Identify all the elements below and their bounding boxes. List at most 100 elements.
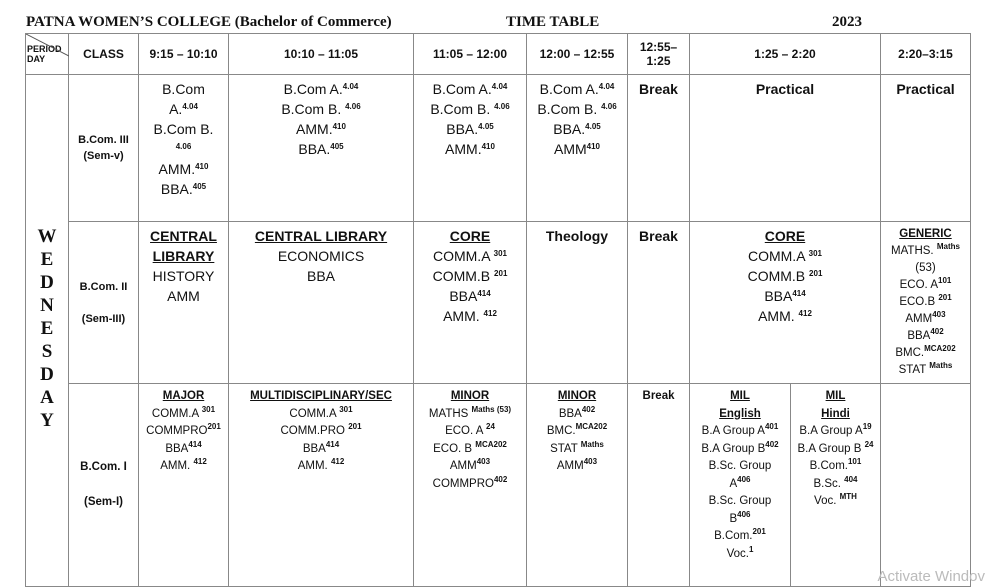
- column-header: CLASS: [68, 33, 139, 75]
- subject-line: BBA414: [692, 286, 878, 306]
- room-number: 4.06: [175, 142, 192, 151]
- subject-name: B.Com.: [714, 530, 753, 542]
- subject-name: B.Com B.: [537, 101, 602, 117]
- subject-line: BBA: [231, 266, 411, 286]
- subject-name: AMM: [553, 141, 587, 157]
- room-number: 410: [332, 122, 346, 131]
- subject-name: (53): [915, 262, 936, 274]
- room-number: 101: [938, 276, 952, 285]
- timetable-cell: MAJOR COMM.A 301 COMMPRO201 BBA414 AMM. 412: [138, 383, 229, 587]
- subject-heading: MINOR: [557, 390, 597, 402]
- subject-line: A406: [692, 475, 788, 494]
- column-header: 12:00 – 12:55: [526, 33, 628, 75]
- subject-name: BBA: [907, 330, 931, 342]
- subject-name: B.Com B.: [153, 121, 214, 137]
- subject-heading: MIL: [825, 390, 846, 402]
- timetable-cell: Practical: [689, 74, 881, 222]
- subject-name: BBA: [449, 288, 478, 304]
- subject-line: BBA402: [883, 328, 968, 345]
- cell-text: Theology: [545, 228, 609, 244]
- subject-name: HISTORY: [152, 268, 215, 284]
- subject-name: B.Com A.: [539, 81, 599, 97]
- subject-line: B.Com B. 4.06: [529, 99, 625, 119]
- cell-text: Practical: [755, 81, 815, 97]
- subject-line: AMM. 412: [692, 306, 878, 326]
- subject-line: B.A Group B402: [692, 439, 788, 459]
- subject-name: Voc.: [814, 495, 840, 507]
- subject-line: STAT Maths: [883, 362, 968, 379]
- subject-line: COMMPRO402: [416, 475, 524, 494]
- subject-name: ECO.B: [899, 296, 939, 308]
- subject-line: B.Sc. 404: [793, 474, 878, 494]
- room-number: 4.06: [345, 102, 361, 111]
- room-number: 403: [476, 457, 491, 466]
- table-row: W E D N E S D A Y B.Com. III (Sem-v) B.Com A.4.04 B.C…: [25, 74, 971, 587]
- subject-name: STAT: [898, 364, 930, 376]
- table-row: B.Com. II (Sem-III) CENTRAL LIBRARY HISTOR…: [26, 221, 971, 384]
- timetable-cell: Practical: [880, 74, 971, 222]
- class-label: (Sem-III): [81, 312, 126, 325]
- subject-line: COMM.A 301: [141, 404, 226, 424]
- timetable-cell: Theology: [526, 221, 628, 384]
- room-number: 4.05: [585, 122, 601, 131]
- subject-line: AMM. 412: [416, 306, 524, 326]
- room-number: 404: [844, 474, 858, 484]
- subject-line: AMM.410: [141, 159, 226, 179]
- timetable: PERIOD DAY CLASS 9:15 – 10:10 10:10 – 11:0…: [25, 33, 971, 587]
- room-number: Maths: [929, 361, 953, 370]
- header-row: PERIOD DAY CLASS 9:15 – 10:10 10:10 – 11:0…: [25, 33, 971, 75]
- subject-name: B.Com.: [809, 460, 848, 472]
- room-number: 402: [581, 404, 596, 414]
- subject-heading: GENERIC: [899, 228, 952, 240]
- column-header: 11:05 – 12:00: [413, 33, 527, 75]
- room-number: 414: [325, 439, 340, 449]
- subject-line: COMM.A 301: [416, 246, 524, 266]
- subject-line: ECONOMICS: [231, 246, 411, 266]
- timetable-cell: CORE COMM.A 301 COMM.B 201 BBA414 AMM. 412: [413, 221, 527, 384]
- subject-heading: MAJOR: [162, 390, 205, 402]
- subject-name: B.Com B.: [281, 101, 346, 117]
- subject-name: AMM.: [296, 121, 333, 137]
- subject-line: AMM. 412: [141, 458, 226, 476]
- table-row: B.Com. I (Sem-I) MAJOR COMM.A 301 COMMPRO20…: [26, 383, 971, 587]
- subject-line: ECO.B 201: [883, 294, 968, 311]
- subject-heading: CORE: [764, 228, 806, 244]
- subject-line: B.A Group B 24: [793, 439, 878, 459]
- subject-name: AMM.: [158, 161, 196, 177]
- timetable-cell: CORE COMM.A 301 COMM.B 201 BBA414 AMM. 412: [689, 221, 881, 384]
- column-header: 9:15 – 10:10: [138, 33, 229, 75]
- subject-line: AMM403: [416, 458, 524, 476]
- subject-heading: Hindi: [821, 407, 850, 420]
- subject-name: B.A Group A: [701, 425, 765, 437]
- subject-name: B.Sc. Group: [708, 495, 772, 507]
- subject-heading: MIL: [730, 390, 750, 402]
- college-name: PATNA WOMEN’S COLLEGE (Bachelor of Comme…: [26, 14, 392, 30]
- column-header: 2:20–3:15: [880, 33, 971, 75]
- room-number: 406: [737, 509, 751, 519]
- room-number: MCA202: [924, 344, 956, 353]
- room-number: MCA202: [475, 439, 507, 449]
- column-header: 10:10 – 11:05: [228, 33, 414, 75]
- subject-name: AMM: [905, 313, 933, 325]
- subject-name: A: [729, 477, 738, 490]
- room-number: MTH: [839, 492, 857, 501]
- subject-line: ECO. A 24: [416, 423, 524, 441]
- room-number: 414: [792, 289, 806, 298]
- document-title: TIME TABLE: [506, 14, 600, 30]
- subject-line: BMC.MCA202: [883, 345, 968, 362]
- subject-name: AMM: [449, 460, 477, 472]
- room-number: 201: [494, 269, 508, 278]
- room-number: 301: [201, 404, 216, 414]
- room-number: 412: [798, 309, 812, 318]
- subject-name: COMM.A: [151, 407, 202, 420]
- subject-name: AMM: [167, 288, 200, 304]
- room-number: 24: [864, 439, 874, 449]
- room-number: 402: [765, 439, 779, 449]
- subject-line: B.Com A.4.04: [231, 79, 411, 99]
- period-day-corner: PERIOD DAY: [25, 33, 69, 75]
- subject-line: AMM. 412: [231, 458, 411, 476]
- room-number: Maths: [936, 242, 960, 251]
- subject-line: AMM: [141, 286, 226, 306]
- class-label: (Sem-I): [84, 495, 123, 508]
